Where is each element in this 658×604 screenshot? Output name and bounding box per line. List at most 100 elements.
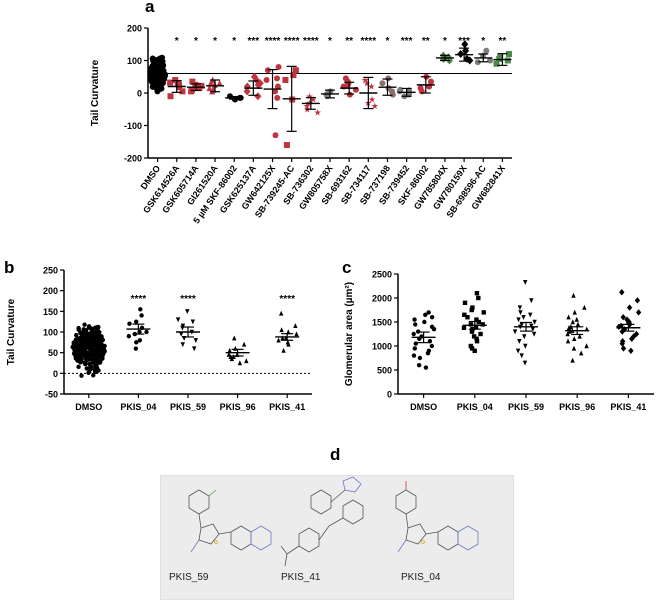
data-point: [462, 300, 468, 305]
y-tick-label: 2500: [372, 270, 392, 280]
data-point: [522, 360, 528, 366]
data-point: [167, 79, 174, 86]
data-point: [243, 87, 251, 96]
significance-marker: *: [386, 36, 390, 47]
data-point: [79, 373, 84, 378]
significance-marker: ****: [361, 36, 377, 47]
data-point: [416, 363, 422, 368]
data-point: [412, 346, 418, 351]
data-point: [423, 365, 429, 370]
data-point: [81, 327, 86, 332]
data-point: [429, 343, 435, 349]
data-point: ★: [309, 95, 317, 105]
data-point: [185, 309, 190, 315]
significance-marker: *: [443, 36, 447, 47]
significance-marker: ****: [265, 36, 281, 47]
x-tick-label: PKIS_59: [170, 402, 206, 412]
data-point: [101, 349, 107, 354]
data-point: [578, 350, 584, 356]
significance-marker: ***: [401, 36, 413, 47]
y-tick-label: 200: [43, 286, 58, 296]
data-point: [472, 348, 477, 353]
data-point: [232, 335, 237, 341]
significance-marker: **: [345, 36, 353, 47]
data-point: [505, 51, 512, 57]
data-point: [572, 309, 577, 315]
y-tick-label: 200: [127, 24, 142, 34]
data-point: [461, 40, 469, 49]
data-point: [474, 336, 479, 341]
data-point: [198, 82, 205, 89]
data-point: [280, 335, 285, 341]
data-point: [566, 314, 571, 320]
data-point: [522, 334, 527, 340]
data-point: [570, 357, 575, 363]
data-point: [134, 319, 139, 324]
data-point: [179, 88, 186, 95]
structure-pkis-59: [188, 489, 272, 553]
data-point: [473, 324, 479, 329]
structure-pkis-04: [395, 481, 479, 553]
panel-label-d: d: [330, 445, 341, 464]
data-point: [619, 340, 625, 347]
data-point: [474, 59, 481, 66]
data-point: [468, 322, 474, 327]
data-point: [227, 347, 232, 353]
chart-c: 0 500 1000 1500 2000 2500 Glomerular area (µm²…: [344, 270, 654, 412]
structure-label-pkis-04: PKIS_04: [401, 572, 441, 583]
data-point: [85, 356, 90, 361]
significance-marker: ****: [131, 294, 147, 305]
y-tick-label: -50: [45, 390, 58, 400]
data-point: [518, 310, 523, 316]
data-point: [88, 357, 94, 362]
data-point: ★: [371, 101, 379, 111]
y-tick-label: -100: [124, 121, 142, 131]
data-point: [474, 317, 479, 322]
data-point: [100, 356, 105, 361]
data-point: [167, 93, 174, 100]
data-point: [94, 350, 99, 356]
data-point: [523, 279, 528, 285]
data-point: [133, 346, 139, 351]
data-point: [474, 291, 480, 296]
data-point: [626, 304, 633, 311]
data-point: [570, 319, 575, 325]
data-point: [180, 323, 186, 329]
data-point: [412, 317, 417, 322]
significance-marker: ****: [180, 294, 196, 305]
data-point: [574, 316, 579, 322]
x-tick-label: PKIS_04: [120, 402, 156, 412]
data-point: [483, 47, 490, 54]
data-point: [413, 322, 418, 327]
structure-pkis-41: [280, 476, 364, 567]
y-tick-label: 250: [43, 266, 58, 276]
data-point: [274, 83, 281, 90]
significance-marker: *: [481, 36, 485, 47]
panel-label-b: b: [4, 258, 15, 277]
data-point: [76, 364, 81, 370]
data-point: [208, 79, 215, 86]
data-point: [425, 351, 431, 356]
data-point: [180, 342, 185, 348]
significance-marker: ***: [248, 36, 260, 47]
data-point: [470, 305, 475, 310]
significance-marker: **: [422, 36, 430, 47]
data-point: [468, 343, 473, 349]
data-point: [86, 351, 91, 356]
data-point: [82, 322, 87, 327]
data-point: [73, 340, 78, 346]
data-point: [88, 364, 94, 370]
data-point: [250, 72, 258, 81]
data-point: [531, 331, 537, 337]
data-point: [388, 88, 395, 95]
data-point: [96, 337, 101, 343]
structure-label-pkis-41: PKIS_41: [281, 572, 321, 583]
data-point: [478, 331, 483, 337]
y-tick-label: 500: [377, 366, 392, 376]
data-point: [81, 348, 87, 353]
data-point: [275, 64, 282, 70]
data-point: [87, 369, 92, 375]
data-point: [517, 339, 522, 344]
data-point: [565, 331, 570, 337]
